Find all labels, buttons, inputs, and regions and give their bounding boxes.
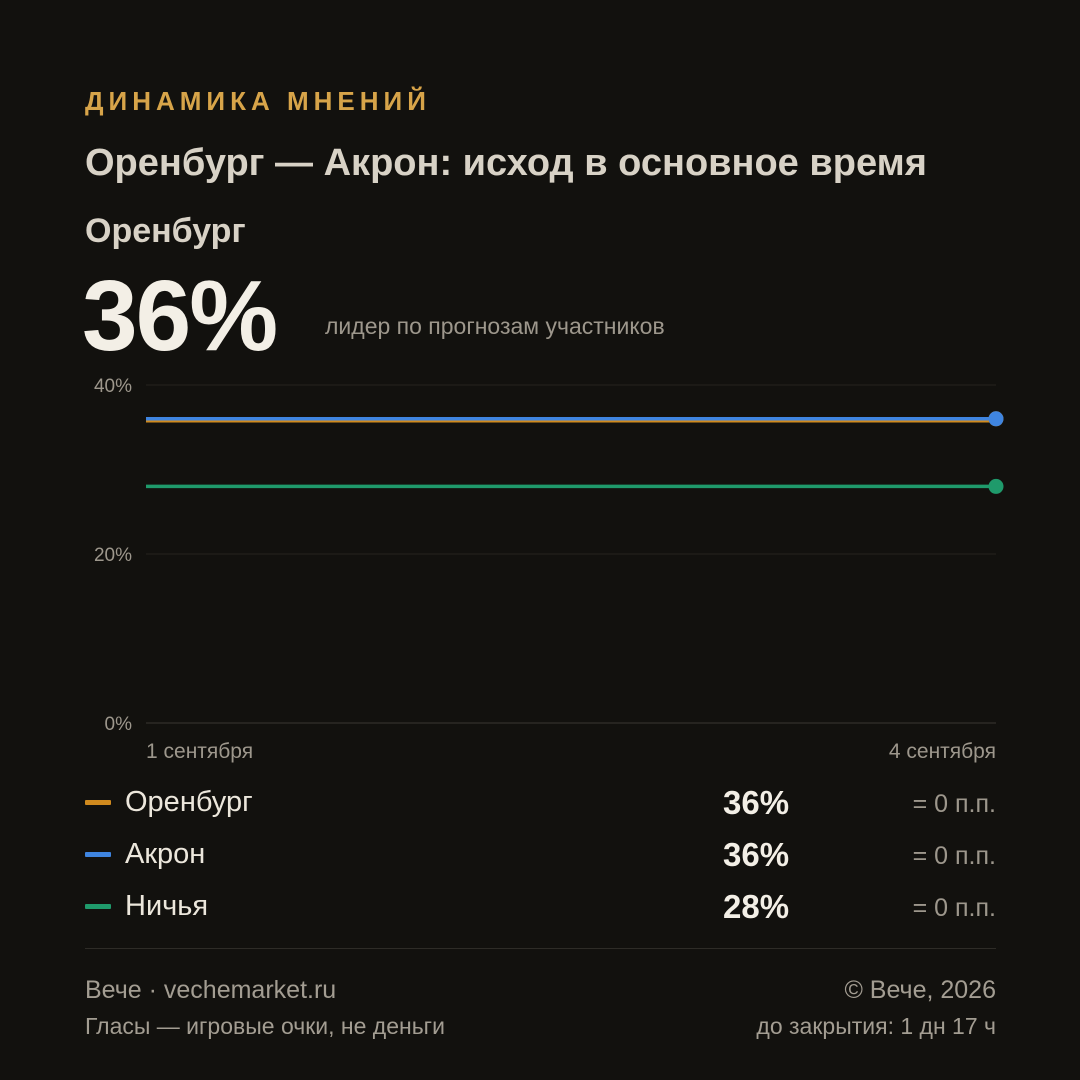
legend-change: = 0 п.п. (912, 790, 996, 818)
leader-name: Оренбург (85, 212, 246, 250)
footer-disclaimer: Гласы — игровые очки, не деньги (85, 1013, 445, 1039)
y-tick-label: 40% (94, 376, 132, 397)
y-tick-label: 0% (105, 714, 133, 735)
y-tick-label: 20% (94, 545, 132, 566)
x-tick-label: 4 сентября (889, 740, 996, 763)
legend-label: Акрон (125, 838, 206, 870)
legend-row-draw: Ничья 28% = 0 п.п. (85, 884, 996, 936)
line-chart: 0% 20% 40% 1 сентября 4 сентября (94, 376, 1004, 763)
footer-closing-time: до закрытия: 1 дн 17 ч (756, 1013, 996, 1039)
leader-percentage: 36% (82, 260, 278, 372)
legend-swatch-akron (85, 852, 111, 857)
section-kicker: ДИНАМИКА МНЕНИЙ (85, 86, 431, 116)
legend-value: 28% (723, 888, 790, 925)
legend-value: 36% (723, 784, 790, 821)
legend-value: 36% (723, 836, 790, 873)
legend-swatch-draw (85, 904, 111, 909)
legend-label: Ничья (125, 890, 209, 922)
leader-note: лидер по прогнозам участников (325, 313, 665, 339)
legend: Оренбург 36% = 0 п.п. Акрон 36% = 0 п.п.… (85, 780, 996, 936)
legend-change: = 0 п.п. (912, 842, 996, 870)
series-end-marker (988, 411, 1004, 427)
legend-row-orenburg: Оренбург 36% = 0 п.п. (85, 780, 996, 832)
legend-swatch-orenburg (85, 800, 111, 805)
x-tick-label: 1 сентября (146, 740, 253, 763)
legend-label: Оренбург (125, 786, 253, 818)
footer-copyright: © Вече, 2026 (844, 976, 996, 1004)
footer-divider (85, 948, 996, 949)
series-end-marker (988, 478, 1004, 494)
legend-row-akron: Акрон 36% = 0 п.п. (85, 832, 996, 884)
footer-brand: Вече · vechemarket.ru (85, 976, 337, 1004)
page-title: Оренбург — Акрон: исход в основное время (85, 142, 927, 184)
legend-change: = 0 п.п. (912, 894, 996, 922)
